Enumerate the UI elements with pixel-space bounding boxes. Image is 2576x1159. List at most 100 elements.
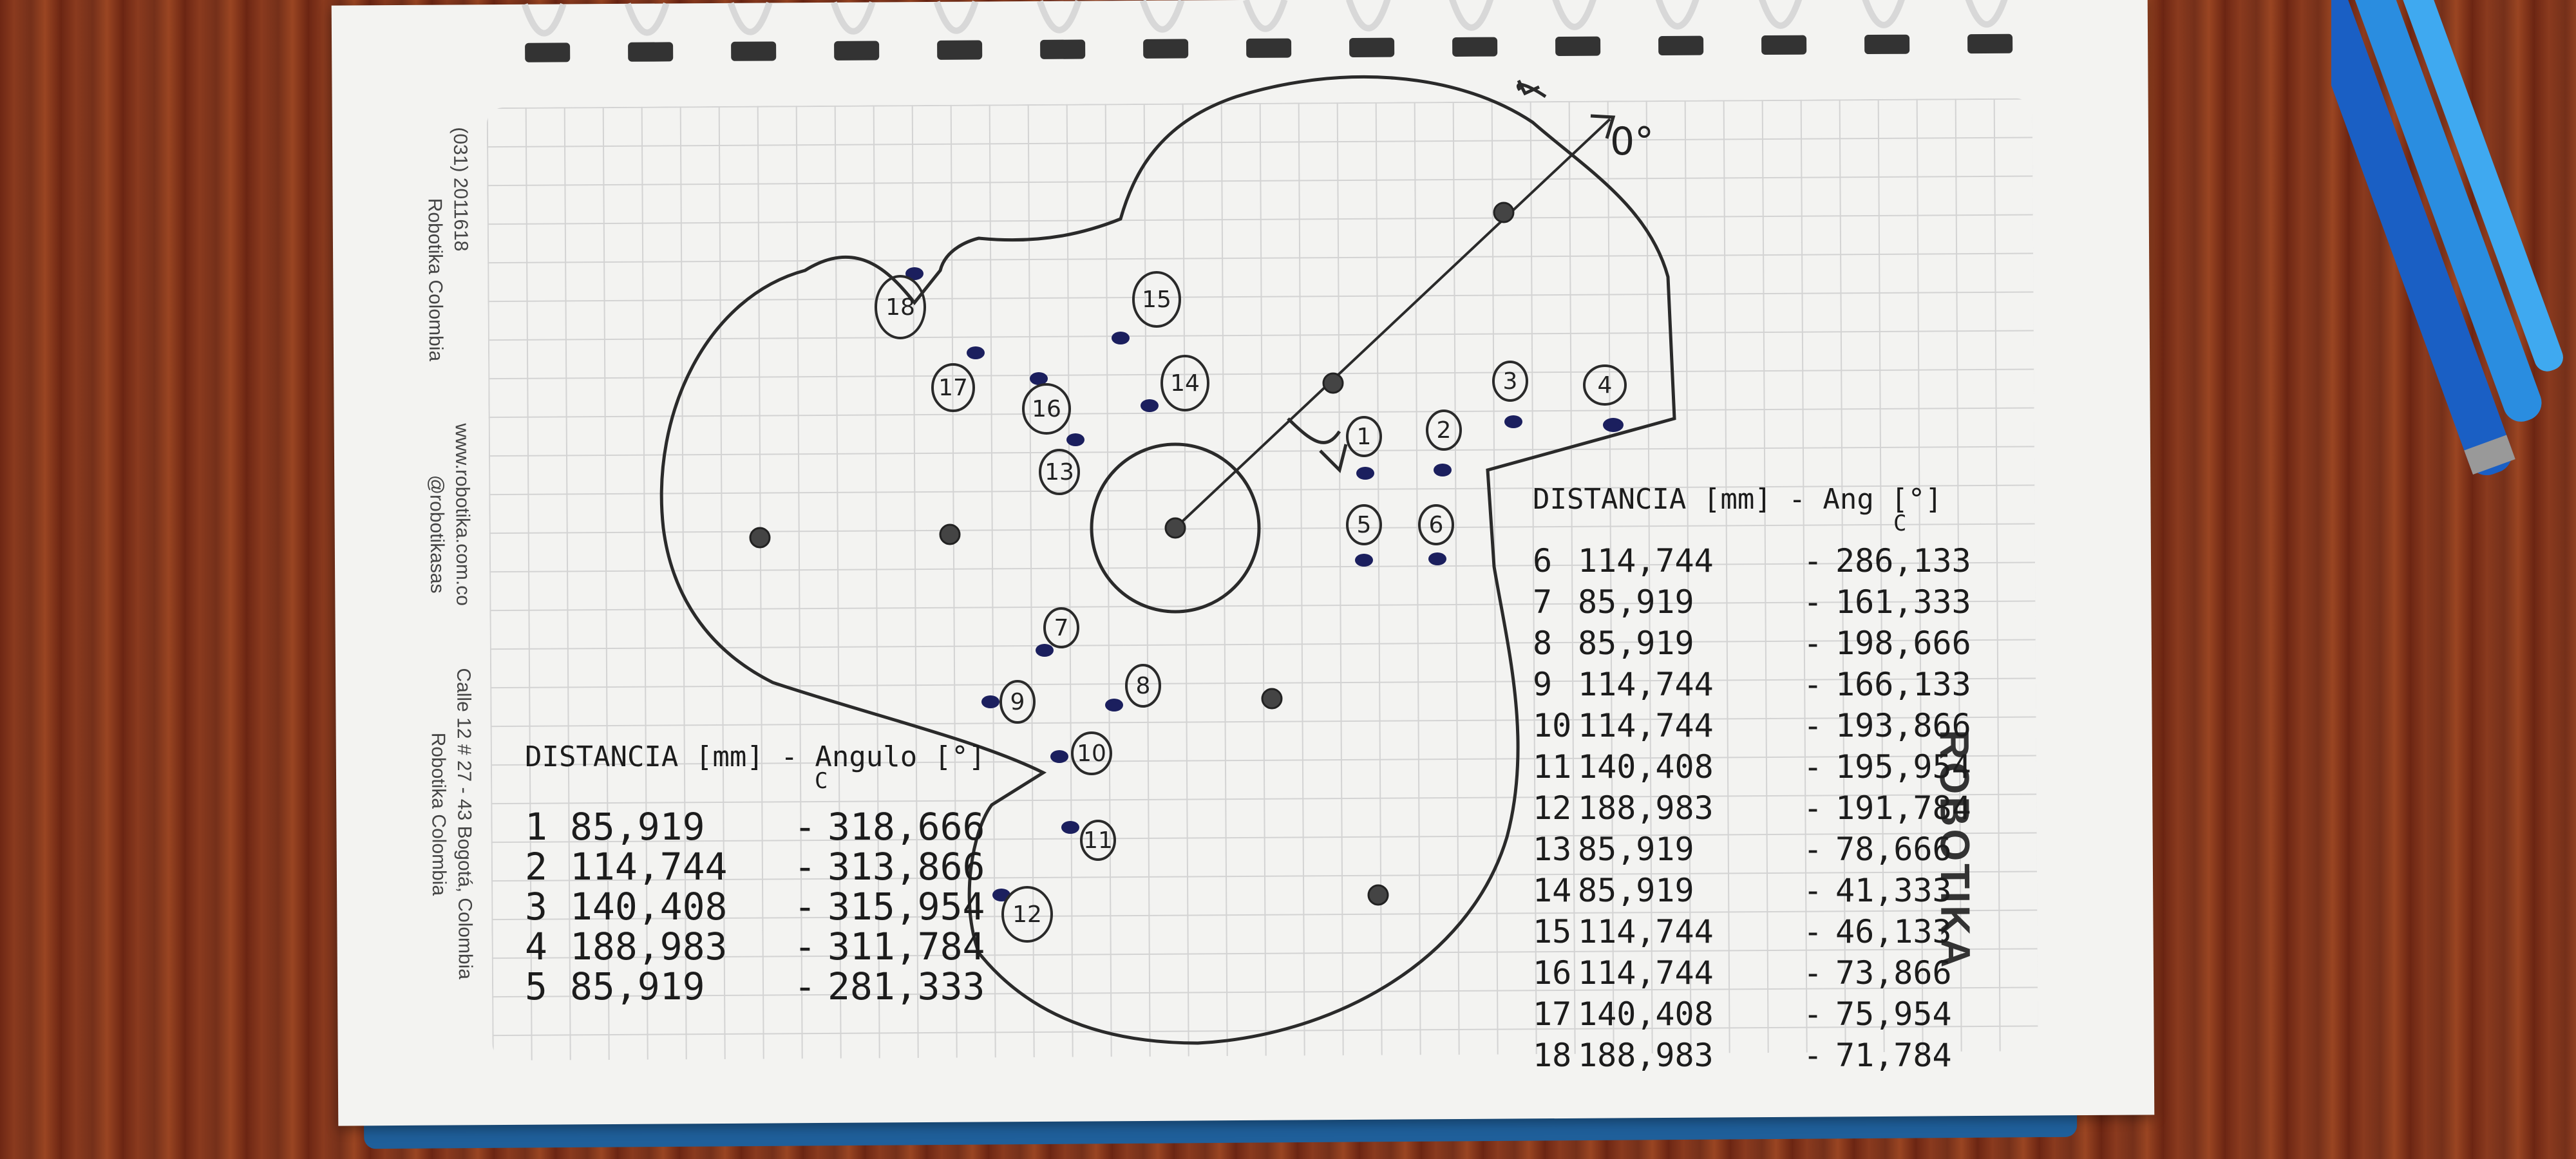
row-separator: - [1803,872,1823,909]
row-index: 3 [525,885,547,928]
hole-label: 18 [886,294,915,321]
row-separator: - [793,885,817,928]
row-separator: - [1803,1037,1823,1074]
table-row: 5 85,919 -281,333 [525,966,995,1006]
table-row: 18 188,983 -71,784 [1533,1035,2003,1076]
zero-degree-label: 0° [1610,119,1654,164]
row-separator: - [793,965,817,1008]
hole-label: 9 [1010,689,1025,715]
central-circle [1090,442,1261,614]
mounting-hole [1367,884,1389,906]
row-index: 8 [1533,625,1553,662]
drill-point [1050,750,1068,763]
row-distance: 85,919 [1578,872,1694,909]
row-angle: 78,666 [1835,831,1952,868]
table-row: 6 114,744 -286,133 [1533,540,2003,581]
drill-point [981,695,999,708]
row-index: 6 [1533,542,1553,580]
row-angle: 311,784 [828,925,985,968]
row-index: 17 [1533,995,1572,1033]
hole-label: 14 [1170,370,1200,397]
hole-label: 13 [1045,459,1074,485]
table-row: 12 188,983 -191,784 [1533,787,2003,829]
drill-point [905,267,923,280]
row-separator: - [793,845,817,889]
drill-point [967,346,985,359]
drill-point [1356,467,1374,480]
row-distance: 114,744 [570,845,728,889]
drill-point [1603,418,1624,432]
table-row: 13 85,919 -78,666 [1533,829,2003,870]
hole-label: 15 [1142,287,1171,313]
drill-point [1434,464,1452,476]
hole-label: 4 [1598,372,1613,399]
row-separator: - [1803,542,1823,580]
hole-label: 10 [1077,740,1106,767]
row-index: 10 [1533,707,1572,744]
row-distance: 85,919 [1578,583,1694,621]
mounting-hole [749,527,771,549]
hole-label: 5 [1357,512,1372,538]
pens [2331,0,2563,476]
mounting-hole [1493,202,1515,223]
table-right: DISTANCIA [mm] - Ang [°] C 6 114,744-286,… [1533,483,2003,1076]
table-row: 17 140,408 -75,954 [1533,994,2003,1035]
row-separator: - [1803,666,1823,703]
row-angle: 75,954 [1835,995,1952,1033]
hole-label: 7 [1054,615,1069,641]
table-row: 2 114,744 -313,866 [525,847,995,887]
hole-label: 11 [1083,827,1113,854]
row-distance: 188,983 [570,925,728,968]
table-row: 9 114,744 -166,133 [1533,664,2003,705]
row-index: 13 [1533,831,1572,868]
row-index: 7 [1533,583,1553,621]
row-separator: - [1803,789,1823,827]
row-distance: 85,919 [1578,831,1694,868]
hole-label: 12 [1012,901,1042,928]
row-index: 12 [1533,789,1572,827]
row-distance: 85,919 [570,965,705,1008]
table-right-header: DISTANCIA [mm] - Ang [°] [1533,483,1942,516]
table-row: 16 114,744 -73,866 [1533,952,2003,994]
mounting-hole [1322,372,1344,394]
row-distance: 114,744 [1578,666,1714,703]
drill-point [1036,644,1054,657]
row-angle: 195,954 [1835,748,1971,786]
table-row: 8 85,919 -198,666 [1533,623,2003,664]
drill-point [1066,433,1084,446]
drill-point [992,889,1010,901]
zero-angle-line [1174,118,1611,529]
row-index: 9 [1533,666,1553,703]
row-index: 16 [1533,954,1572,992]
spiral-binding [521,0,2013,62]
row-index: 18 [1533,1037,1572,1074]
row-separator: - [1803,707,1823,744]
row-angle: 41,333 [1835,872,1952,909]
row-angle: 166,133 [1835,666,1971,703]
row-separator: - [1803,625,1823,662]
drill-points [905,267,1624,901]
hole-label: 8 [1136,673,1151,699]
drill-point [1428,552,1446,565]
row-angle: 318,666 [828,805,985,849]
row-angle: 313,866 [828,845,985,889]
row-index: 5 [525,965,547,1008]
row-angle: 46,133 [1835,913,1952,950]
row-separator: - [1803,583,1823,621]
row-index: 2 [525,845,547,889]
table-row: 10 114,744 -193,866 [1533,705,2003,746]
table-left-header-sub: C [815,768,828,794]
table-row: 7 85,919 -161,333 [1533,581,2003,623]
mounting-hole [939,523,961,545]
row-distance: 114,744 [1578,954,1714,992]
row-angle: 286,133 [1835,542,1971,580]
row-distance: 114,744 [1578,913,1714,950]
row-separator: - [1803,831,1823,868]
row-separator: - [1803,995,1823,1033]
row-distance: 140,408 [570,885,728,928]
row-angle: 315,954 [828,885,985,928]
drill-point [1105,699,1123,711]
row-angle: 73,866 [1835,954,1952,992]
row-angle: 193,866 [1835,707,1971,744]
drill-point [1112,332,1130,344]
